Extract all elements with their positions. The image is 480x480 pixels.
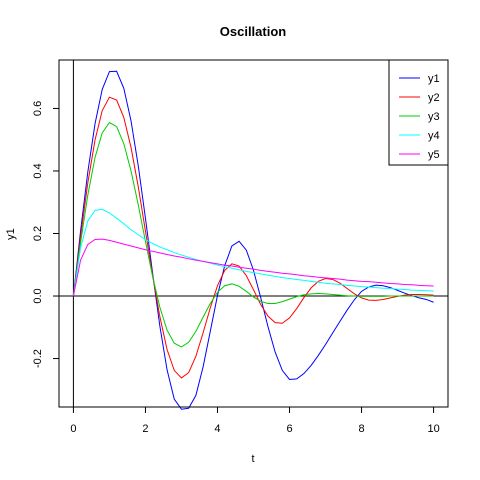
series-line-y3 (72, 121, 434, 348)
x-tick-label: 0 (70, 423, 76, 435)
x-tick-label: 2 (142, 423, 148, 435)
legend: y1 y2 y3 y4 y5 (388, 59, 449, 166)
y-tick-label: 0.0 (32, 288, 44, 303)
y-tick-label: 0.4 (32, 163, 44, 178)
plot-area (59, 60, 448, 410)
y-tick-label: 0.6 (32, 101, 44, 116)
series-line-y5 (72, 238, 434, 297)
legend-label-y1: y1 (428, 73, 440, 85)
y-tick-label: 0.2 (32, 226, 44, 241)
series-line-y4 (72, 208, 434, 297)
y-axis-label: y1 (5, 228, 17, 240)
x-tick-label: 10 (427, 423, 439, 435)
series-line-y2 (72, 96, 434, 379)
legend-label-y5: y5 (428, 149, 440, 161)
legend-label-y4: y4 (428, 130, 440, 142)
chart-title: Oscillation (220, 24, 287, 39)
legend-label-y2: y2 (428, 92, 440, 104)
series-line-y1 (72, 70, 434, 410)
y-tick-label: -0.2 (32, 349, 44, 368)
x-tick-label: 4 (214, 423, 220, 435)
x-axis-label: t (251, 453, 254, 465)
legend-label-y3: y3 (428, 111, 440, 123)
x-tick-label: 8 (358, 423, 364, 435)
x-tick-label: 6 (286, 423, 292, 435)
